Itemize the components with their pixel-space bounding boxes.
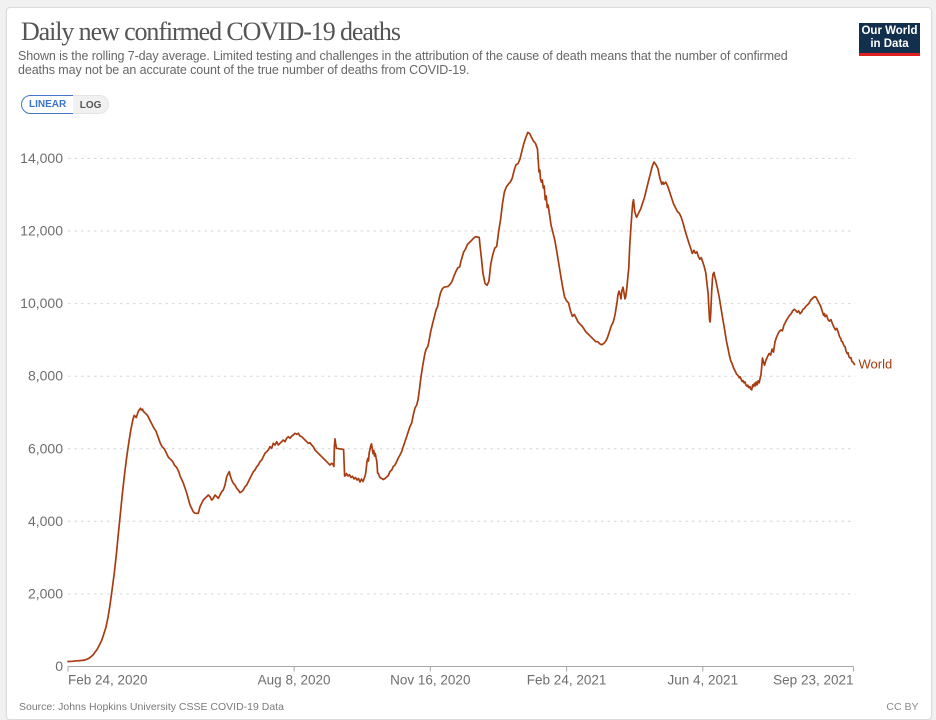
svg-text:12,000: 12,000 [20,223,63,239]
svg-text:Sep 23, 2021: Sep 23, 2021 [773,673,853,688]
svg-text:Jun 4, 2021: Jun 4, 2021 [668,673,739,688]
svg-text:Aug 8, 2020: Aug 8, 2020 [258,673,331,688]
svg-text:World: World [859,357,893,372]
svg-text:Nov 16, 2020: Nov 16, 2020 [390,673,470,688]
svg-text:8,000: 8,000 [28,368,63,384]
svg-text:10,000: 10,000 [20,295,63,311]
svg-text:Feb 24, 2021: Feb 24, 2021 [527,673,607,688]
svg-text:Feb 24, 2020: Feb 24, 2020 [68,673,148,688]
svg-text:0: 0 [55,658,63,674]
svg-text:14,000: 14,000 [20,150,63,166]
svg-text:2,000: 2,000 [28,585,63,601]
svg-text:6,000: 6,000 [28,440,63,456]
svg-text:4,000: 4,000 [28,513,63,529]
